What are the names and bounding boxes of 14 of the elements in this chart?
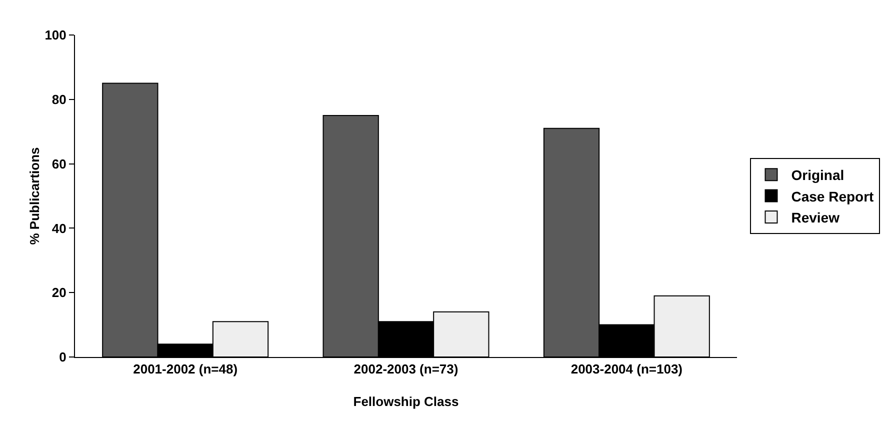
x-tick-label: 2003-2004 (n=103): [570, 362, 683, 377]
legend-label: Case Report: [791, 188, 874, 204]
y-tick-label: 0: [59, 350, 66, 365]
legend-label: Review: [791, 209, 840, 226]
x-tick-label: 2002-2003 (n=73): [354, 362, 458, 377]
y-axis-title: % Publicartions: [27, 147, 42, 245]
y-tick-label: 80: [52, 92, 66, 107]
y-tick-label: 60: [52, 156, 66, 172]
y-tick-label: 100: [44, 28, 66, 43]
x-axis-title: Fellowship Class: [353, 394, 459, 409]
x-tick-label: 2001-2002 (n=48): [133, 362, 238, 377]
y-tick-label: 40: [52, 220, 66, 236]
legend-label: Original: [791, 167, 844, 184]
y-tick-label: 20: [52, 285, 66, 300]
